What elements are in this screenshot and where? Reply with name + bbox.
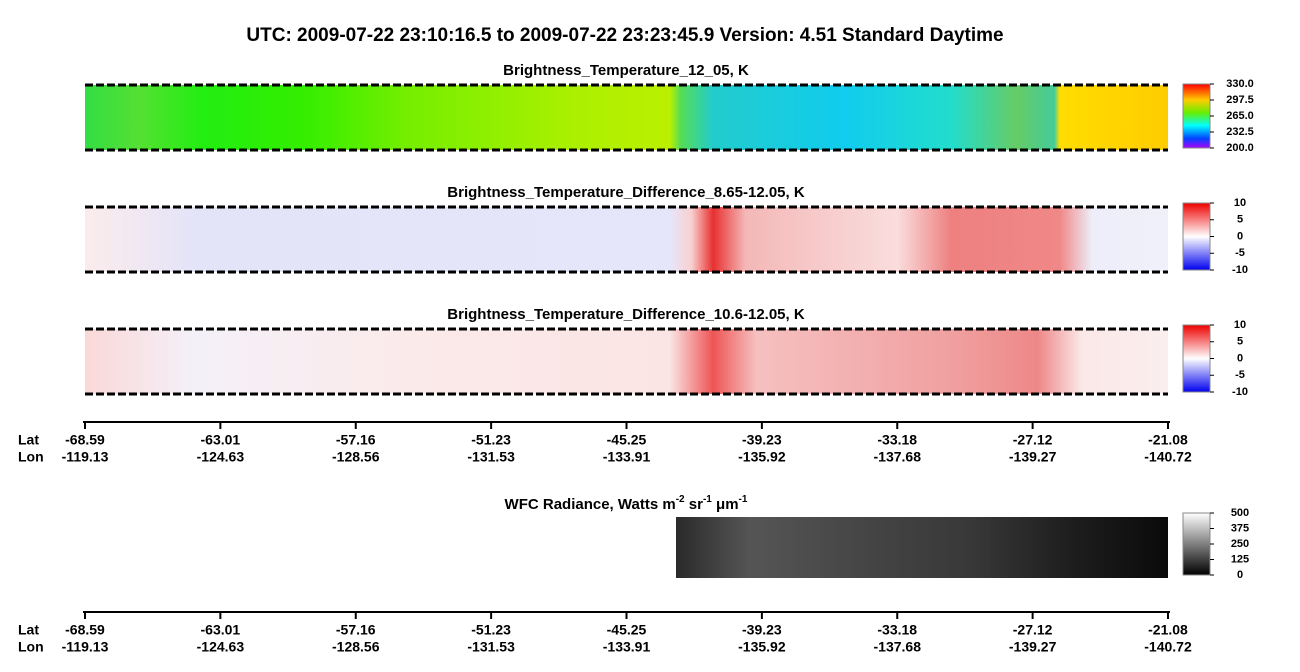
colorbar-label: 265.0 — [1226, 110, 1254, 122]
colorbar — [1182, 83, 1211, 149]
colorbar — [1182, 202, 1211, 271]
colorbar-label: 297.5 — [1226, 94, 1254, 106]
lat-label: -68.59 — [65, 622, 105, 638]
title-part: sr — [685, 496, 704, 513]
colorbar-label: 232.5 — [1226, 126, 1254, 138]
panel-title: Brightness_Temperature_Difference_8.65-1… — [447, 184, 805, 201]
lat-label: -51.23 — [471, 622, 511, 638]
lon-label: -131.53 — [467, 639, 515, 655]
lon-label: -133.91 — [603, 449, 651, 465]
lon-label: -135.92 — [738, 449, 786, 465]
lat-label: -21.08 — [1148, 622, 1188, 638]
lon-label: -140.72 — [1144, 639, 1192, 655]
figure-title: UTC: 2009-07-22 23:10:16.5 to 2009-07-22… — [246, 25, 1003, 46]
lon-label: -137.68 — [874, 449, 922, 465]
colorbar-label: 250 — [1231, 538, 1249, 550]
lon-label: -128.56 — [332, 449, 380, 465]
panel-title: Brightness_Temperature_Difference_10.6-1… — [447, 306, 805, 323]
lat-label: -39.23 — [742, 432, 782, 448]
lon-label: -124.63 — [197, 449, 245, 465]
title-part: μm — [712, 496, 739, 513]
panel-title: WFC Radiance, Watts m-2 sr-1 μm-1 — [505, 494, 748, 513]
colorbar-label: 5 — [1237, 336, 1243, 348]
lat-label: -39.23 — [742, 622, 782, 638]
colorbar — [1182, 324, 1211, 393]
lat-label: -51.23 — [471, 432, 511, 448]
colorbar-label: 10 — [1234, 197, 1246, 209]
lon-label: -140.72 — [1144, 449, 1192, 465]
image-btd106 — [85, 329, 1168, 394]
colorbar-label: 500 — [1231, 507, 1249, 519]
lon-label: -133.91 — [603, 639, 651, 655]
lat-label: -27.12 — [1013, 622, 1053, 638]
axis-name: Lat — [18, 432, 39, 448]
lon-label: -137.68 — [874, 639, 922, 655]
colorbar — [1182, 512, 1211, 576]
swath-borders — [85, 83, 1168, 396]
lon-label: -124.63 — [197, 639, 245, 655]
lon-label: -139.27 — [1009, 449, 1057, 465]
lat-label: -68.59 — [65, 432, 105, 448]
lat-label: -57.16 — [336, 432, 376, 448]
lat-label: -45.25 — [607, 622, 647, 638]
colorbar-label: 0 — [1237, 352, 1243, 364]
colorbar-label: -10 — [1232, 264, 1248, 276]
colorbar-label: 0 — [1237, 569, 1243, 581]
colorbar-label: 125 — [1231, 553, 1249, 565]
lat-label: -33.18 — [877, 432, 917, 448]
colorbar-label: -5 — [1235, 369, 1245, 381]
lon-label: -131.53 — [467, 449, 515, 465]
colorbar-label: 375 — [1231, 522, 1249, 534]
lon-label: -139.27 — [1009, 639, 1057, 655]
lat-label: -63.01 — [201, 432, 241, 448]
image-bt12 — [85, 85, 1168, 150]
title-part: -1 — [739, 494, 748, 505]
image-btd865 — [85, 207, 1168, 272]
axis-name: Lon — [18, 449, 44, 465]
lat-label: -45.25 — [607, 432, 647, 448]
image-wfc — [676, 517, 1168, 578]
colorbar-label: 200.0 — [1226, 142, 1254, 154]
colorbar-label: 330.0 — [1226, 78, 1254, 90]
axis-name: Lat — [18, 622, 39, 638]
lon-label: -119.13 — [62, 639, 109, 655]
lat-label: -33.18 — [877, 622, 917, 638]
lat-label: -57.16 — [336, 622, 376, 638]
title-part: -2 — [676, 494, 685, 505]
colorbar-label: -5 — [1235, 247, 1245, 259]
lat-label: -63.01 — [201, 622, 241, 638]
lon-label: -128.56 — [332, 639, 380, 655]
lat-label: -27.12 — [1013, 432, 1053, 448]
lon-label: -135.92 — [738, 639, 786, 655]
colorbar-label: 10 — [1234, 319, 1246, 331]
colorbar-label: 5 — [1237, 214, 1243, 226]
colorbar-label: -10 — [1232, 386, 1248, 398]
lat-label: -21.08 — [1148, 432, 1188, 448]
title-part: -1 — [703, 494, 712, 505]
lon-label: -119.13 — [62, 449, 109, 465]
panel-title: Brightness_Temperature_12_05, K — [503, 62, 749, 79]
colorbar-label: 0 — [1237, 230, 1243, 242]
title-part: WFC Radiance, Watts m — [505, 496, 676, 513]
axis-name: Lon — [18, 639, 44, 655]
